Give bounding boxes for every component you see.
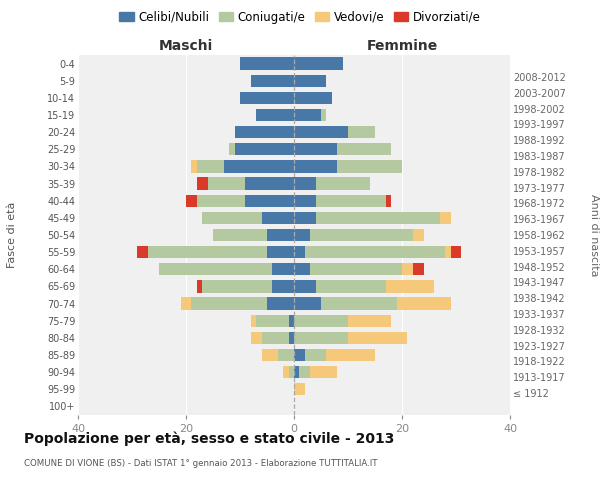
Bar xyxy=(251,314,256,327)
Bar xyxy=(235,126,294,138)
Bar xyxy=(240,58,294,70)
Bar xyxy=(337,143,391,156)
Bar xyxy=(224,160,294,172)
Bar xyxy=(191,298,267,310)
Bar xyxy=(262,212,294,224)
Bar xyxy=(197,178,208,190)
Bar xyxy=(191,160,197,172)
Bar xyxy=(262,349,278,361)
Bar xyxy=(202,280,272,292)
Bar xyxy=(310,229,413,241)
Bar xyxy=(451,246,461,258)
Bar xyxy=(294,109,321,121)
Bar xyxy=(294,126,348,138)
Bar xyxy=(294,160,337,172)
Bar xyxy=(283,366,289,378)
Bar xyxy=(148,246,267,258)
Bar xyxy=(213,229,267,241)
Bar xyxy=(321,298,397,310)
Bar xyxy=(305,349,326,361)
Bar xyxy=(294,298,321,310)
Bar xyxy=(267,246,294,258)
Bar xyxy=(251,74,294,87)
Bar xyxy=(245,194,294,207)
Bar xyxy=(272,280,294,292)
Bar xyxy=(305,246,445,258)
Bar xyxy=(316,212,440,224)
Text: Maschi: Maschi xyxy=(159,38,213,52)
Text: Anni di nascita: Anni di nascita xyxy=(589,194,599,276)
Bar xyxy=(299,366,310,378)
Bar xyxy=(294,92,332,104)
Bar xyxy=(310,263,402,276)
Bar xyxy=(316,178,370,190)
Bar xyxy=(159,263,272,276)
Bar xyxy=(289,314,294,327)
Bar xyxy=(294,58,343,70)
Bar xyxy=(321,109,326,121)
Bar xyxy=(137,246,148,258)
Bar xyxy=(294,383,305,396)
Bar xyxy=(402,263,413,276)
Bar xyxy=(256,314,289,327)
Bar xyxy=(310,366,337,378)
Bar xyxy=(294,332,348,344)
Bar xyxy=(294,366,299,378)
Bar xyxy=(229,143,235,156)
Bar xyxy=(348,332,407,344)
Bar xyxy=(197,160,224,172)
Bar xyxy=(316,280,386,292)
Bar xyxy=(235,143,294,156)
Bar xyxy=(413,263,424,276)
Bar xyxy=(316,194,386,207)
Bar xyxy=(337,160,402,172)
Bar xyxy=(294,263,310,276)
Bar xyxy=(272,263,294,276)
Bar xyxy=(256,109,294,121)
Legend: Celibi/Nubili, Coniugati/e, Vedovi/e, Divorziati/e: Celibi/Nubili, Coniugati/e, Vedovi/e, Di… xyxy=(115,6,485,28)
Bar xyxy=(294,212,316,224)
Bar xyxy=(294,194,316,207)
Bar xyxy=(397,298,451,310)
Bar xyxy=(289,366,294,378)
Bar xyxy=(202,212,262,224)
Bar xyxy=(440,212,451,224)
Bar xyxy=(294,74,326,87)
Bar xyxy=(245,178,294,190)
Bar xyxy=(208,178,245,190)
Bar xyxy=(294,143,337,156)
Bar xyxy=(294,280,316,292)
Bar xyxy=(348,314,391,327)
Bar xyxy=(197,194,245,207)
Bar xyxy=(413,229,424,241)
Bar xyxy=(278,349,294,361)
Text: Popolazione per età, sesso e stato civile - 2013: Popolazione per età, sesso e stato civil… xyxy=(24,431,394,446)
Bar xyxy=(294,246,305,258)
Text: Fasce di età: Fasce di età xyxy=(7,202,17,268)
Bar xyxy=(294,178,316,190)
Bar xyxy=(181,298,191,310)
Bar xyxy=(386,194,391,207)
Bar xyxy=(294,314,348,327)
Bar xyxy=(294,229,310,241)
Bar xyxy=(294,349,305,361)
Bar xyxy=(240,92,294,104)
Text: Femmine: Femmine xyxy=(367,38,437,52)
Bar xyxy=(386,280,434,292)
Bar xyxy=(326,349,375,361)
Bar xyxy=(197,280,202,292)
Bar xyxy=(262,332,289,344)
Bar xyxy=(445,246,451,258)
Bar xyxy=(289,332,294,344)
Bar xyxy=(186,194,197,207)
Bar xyxy=(267,298,294,310)
Bar xyxy=(251,332,262,344)
Bar xyxy=(348,126,375,138)
Text: COMUNE DI VIONE (BS) - Dati ISTAT 1° gennaio 2013 - Elaborazione TUTTITALIA.IT: COMUNE DI VIONE (BS) - Dati ISTAT 1° gen… xyxy=(24,459,377,468)
Bar xyxy=(267,229,294,241)
